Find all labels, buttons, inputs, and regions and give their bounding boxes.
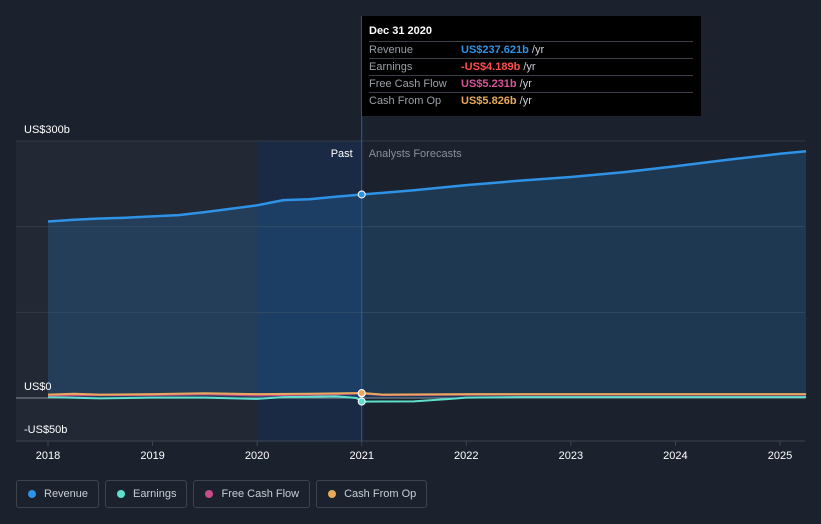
legend: Revenue Earnings Free Cash Flow Cash From O… bbox=[16, 480, 433, 508]
tooltip-row-label: Revenue bbox=[369, 44, 414, 56]
legend-item-free-cash-flow[interactable]: Free Cash Flow bbox=[193, 480, 311, 508]
revenue-marker bbox=[357, 190, 366, 199]
legend-item-cash-from-op[interactable]: Cash From Op bbox=[316, 480, 428, 508]
x-tick-label: 2024 bbox=[663, 450, 687, 462]
legend-dot-icon bbox=[117, 490, 126, 498]
x-tick-label: 2025 bbox=[768, 450, 792, 462]
tooltip-row-value: -US$4.189b bbox=[461, 61, 521, 73]
earnings-marker bbox=[357, 397, 366, 406]
x-tick-label: 2023 bbox=[559, 450, 583, 462]
legend-dot-icon bbox=[328, 490, 337, 498]
tooltip-row-value: US$5.826b bbox=[461, 95, 517, 107]
tooltip-row-label: Free Cash Flow bbox=[369, 78, 447, 90]
tooltip-row-unit: /yr bbox=[531, 44, 545, 56]
revenue-area bbox=[48, 151, 807, 398]
legend-item-revenue[interactable]: Revenue bbox=[16, 480, 100, 508]
tooltip-row-unit: /yr bbox=[523, 61, 536, 73]
series-areas bbox=[48, 151, 807, 398]
legend-label: Earnings bbox=[133, 488, 177, 500]
legend-label: Cash From Op bbox=[344, 488, 417, 500]
legend-label: Revenue bbox=[44, 488, 89, 500]
tooltip-row-label: Cash From Op bbox=[369, 95, 442, 107]
y-axis: US$300b US$0 -US$50b bbox=[24, 124, 70, 436]
legend-item-earnings[interactable]: Earnings bbox=[105, 480, 188, 508]
tooltip-row-cash-from-op: Cash From Op US$5.826b/yr bbox=[369, 92, 693, 109]
tooltip-row-value: US$237.621b bbox=[461, 44, 529, 56]
x-tick-label: 2021 bbox=[349, 450, 373, 462]
series-markers bbox=[357, 190, 366, 406]
cash-from-op-line bbox=[47, 392, 807, 396]
tooltip-date: Dec 31 2020 bbox=[369, 25, 432, 37]
past-shade-highlight bbox=[257, 141, 362, 441]
tooltip: Dec 31 2020 Revenue US$237.621b/yr Earning… bbox=[362, 16, 701, 116]
legend-dot-icon bbox=[205, 490, 214, 498]
tooltip-row-free-cash-flow: Free Cash Flow US$5.231b/yr bbox=[369, 75, 693, 92]
x-tick-label: 2019 bbox=[140, 450, 164, 462]
past-shade-dark bbox=[16, 141, 258, 441]
past-label: Past bbox=[331, 148, 353, 160]
x-tick-label: 2020 bbox=[245, 450, 269, 462]
cash-from-op-marker bbox=[357, 389, 366, 398]
tooltip-row-unit: /yr bbox=[519, 95, 532, 107]
legend-dot-icon bbox=[28, 490, 36, 498]
tooltip-row-value: US$5.231b bbox=[461, 78, 517, 90]
tooltip-row-earnings: Earnings -US$4.189b/yr bbox=[369, 58, 693, 75]
x-tick-label: 2018 bbox=[36, 450, 60, 462]
revenue-line bbox=[47, 150, 807, 223]
x-tick-label: 2022 bbox=[454, 450, 478, 462]
y-tick-label: US$300b bbox=[24, 124, 70, 136]
legend-label: Free Cash Flow bbox=[221, 488, 300, 500]
tooltip-row-revenue: Revenue US$237.621b/yr bbox=[369, 41, 693, 58]
y-tick-label: -US$50b bbox=[24, 424, 67, 436]
x-axis: 2018 2019 2020 2021 2022 2023 2024 2025 bbox=[36, 441, 792, 462]
tooltip-row-label: Earnings bbox=[369, 61, 413, 73]
y-tick-label: US$0 bbox=[24, 381, 52, 393]
tooltip-row-unit: /yr bbox=[519, 78, 532, 90]
tooltip-rows: Revenue US$237.621b/yr Earnings -US$4.189b /… bbox=[369, 41, 693, 109]
forecast-label: Analysts Forecasts bbox=[369, 148, 462, 160]
